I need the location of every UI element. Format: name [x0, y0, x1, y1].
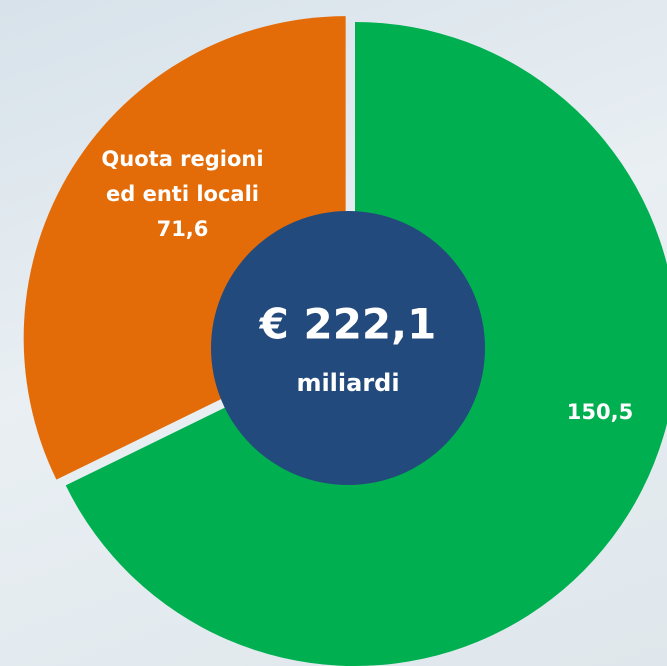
category-label: Quota regioni ed enti locali — [101, 147, 264, 206]
slice-label: Quota regioni ed enti locali 71,6 — [85, 142, 280, 247]
center-circle — [211, 211, 485, 485]
slice-label: 150,5 — [545, 395, 655, 430]
value-label: 150,5 — [566, 400, 634, 424]
center-sublabel: miliardi — [296, 369, 399, 397]
center-label: € 222,1 — [259, 300, 437, 349]
value-label: 71,6 — [156, 217, 209, 241]
